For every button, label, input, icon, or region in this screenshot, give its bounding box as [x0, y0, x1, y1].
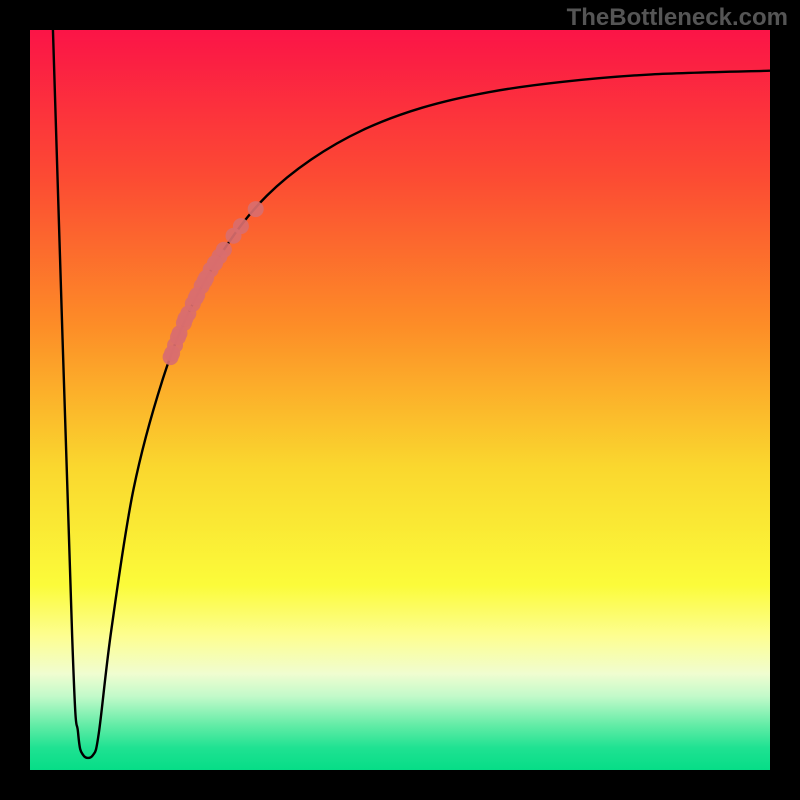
marker-point	[216, 242, 232, 258]
marker-point	[170, 329, 186, 345]
marker-point	[177, 311, 193, 327]
marker-point	[197, 273, 213, 289]
curve-layer	[30, 30, 770, 770]
marker-point	[248, 201, 264, 217]
bottleneck-curve	[53, 30, 770, 758]
marker-point	[207, 255, 223, 271]
watermark-text: TheBottleneck.com	[567, 4, 788, 32]
marker-point	[233, 218, 249, 234]
marker-point	[164, 345, 180, 361]
bottleneck-chart: TheBottleneck.com	[0, 0, 800, 800]
plot-area	[30, 30, 770, 770]
marker-point	[188, 290, 204, 306]
